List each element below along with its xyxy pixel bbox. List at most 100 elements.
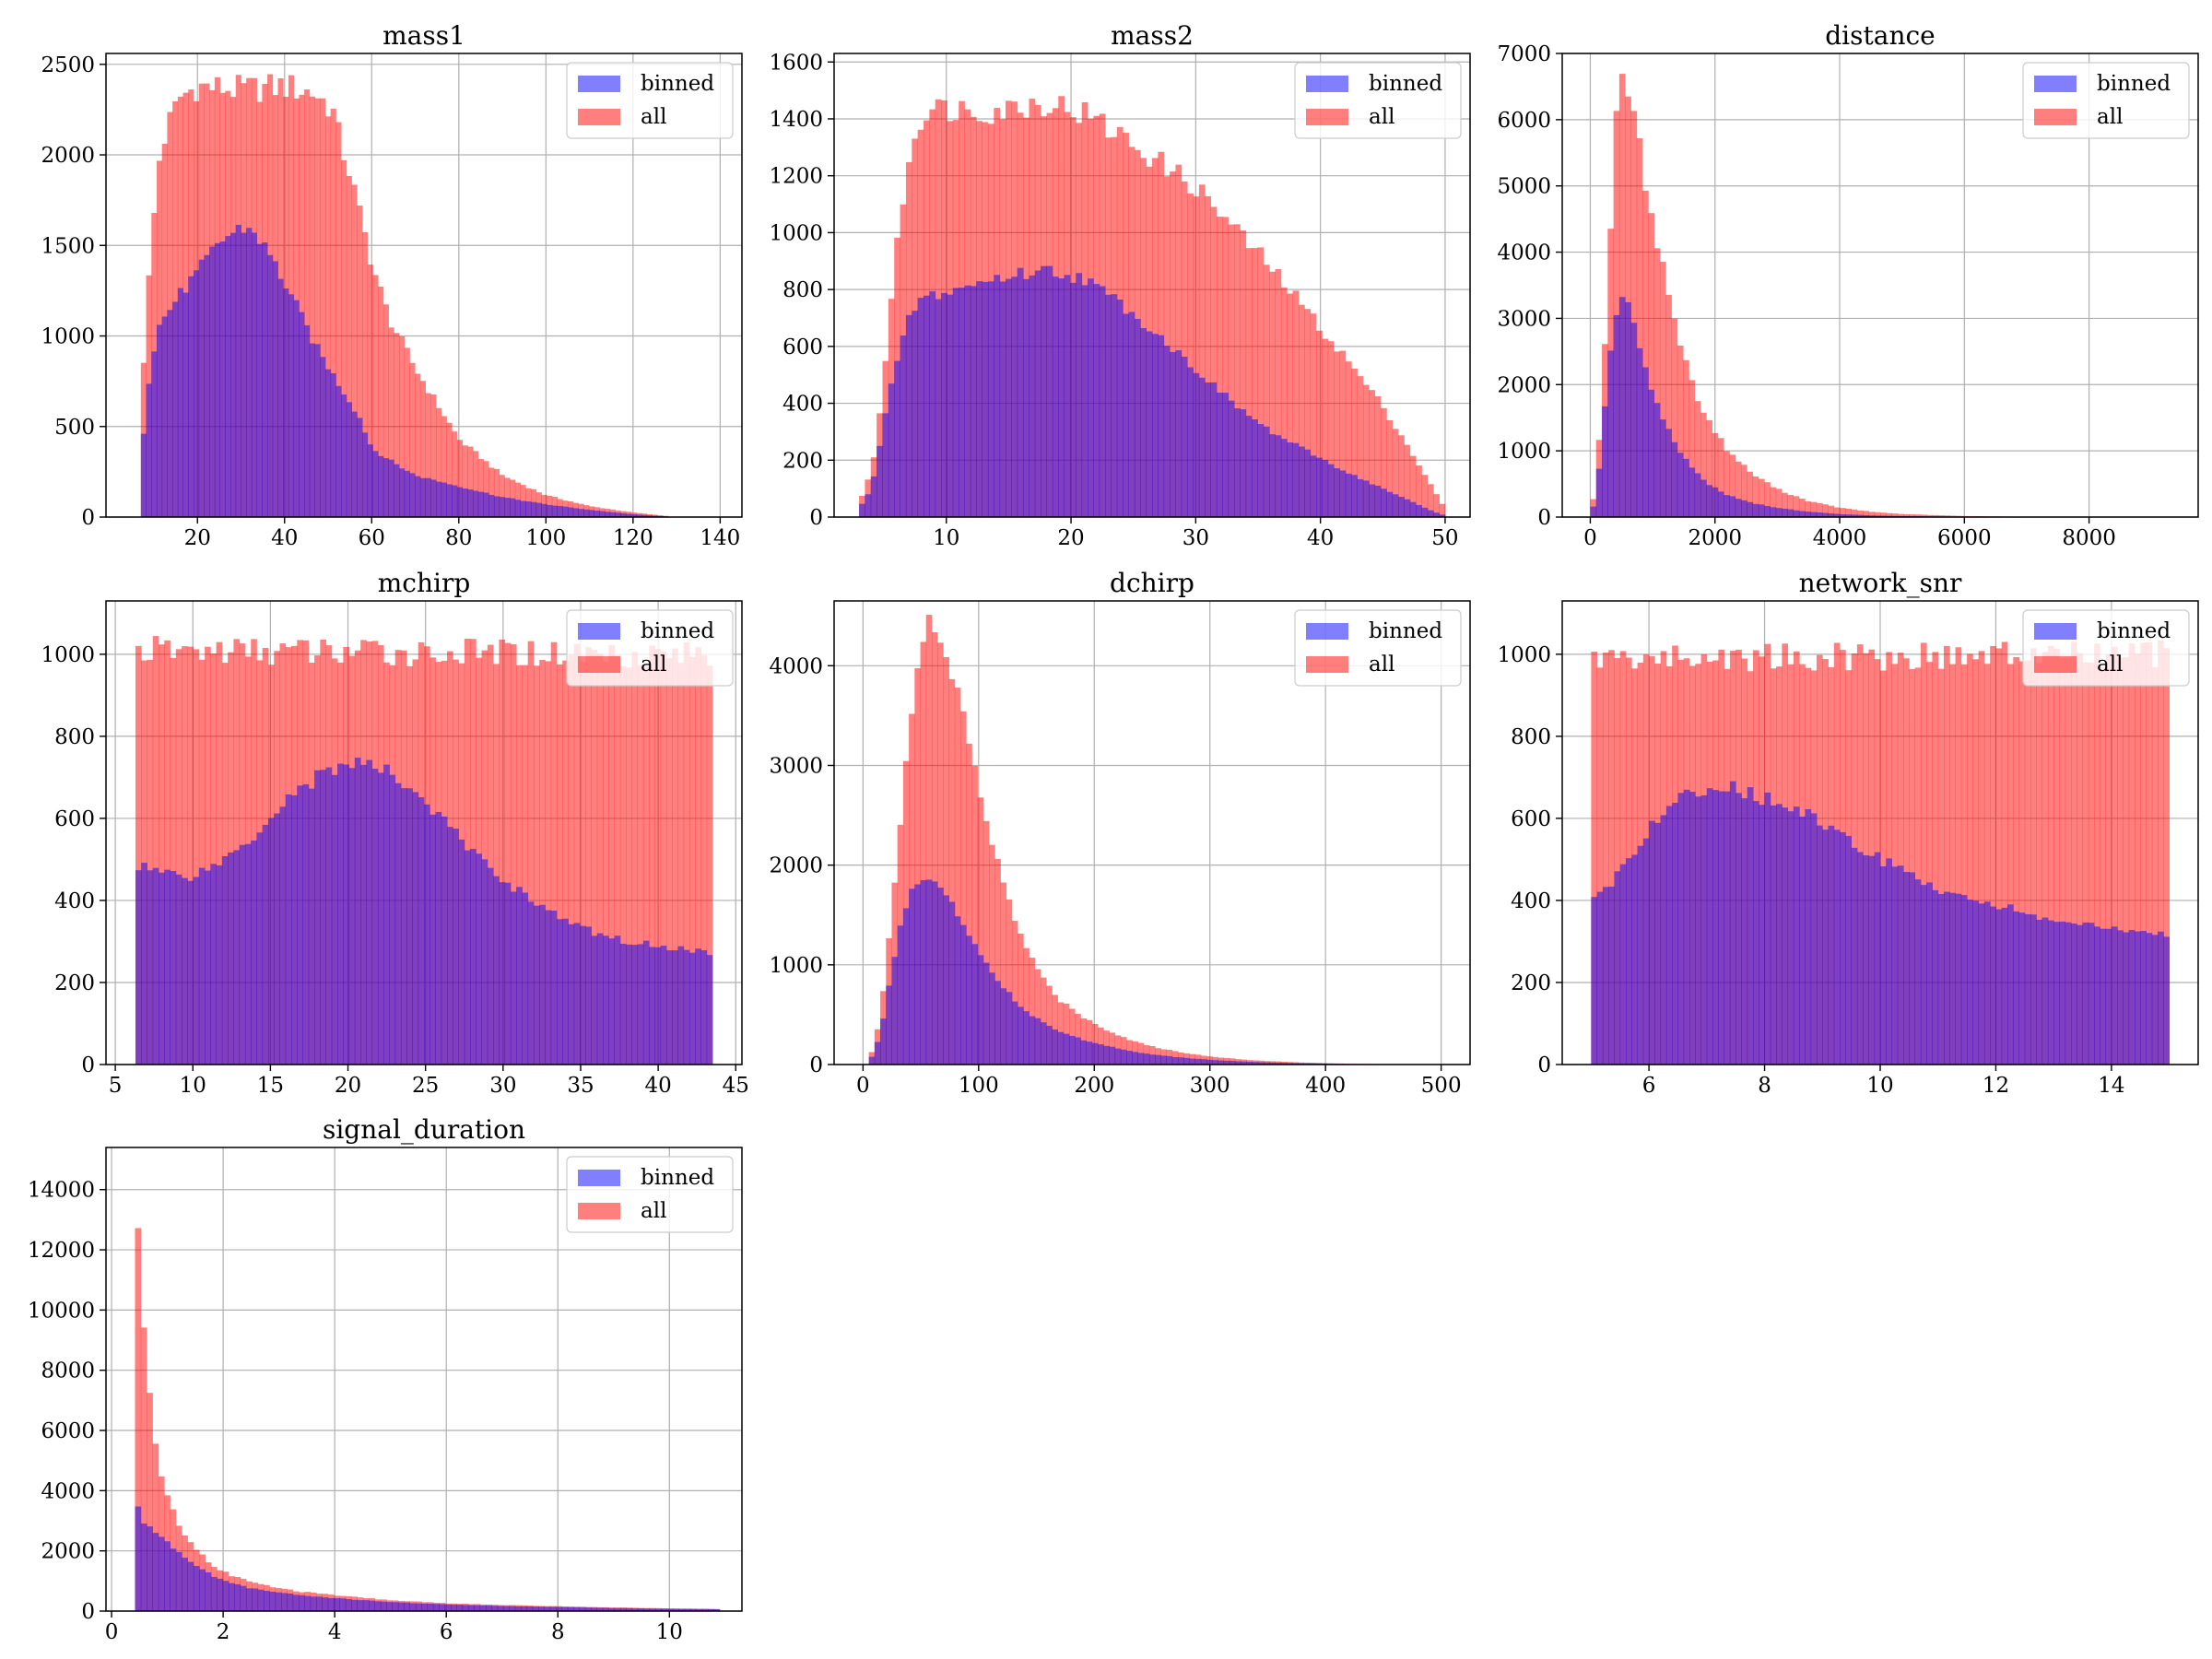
bar-binned <box>1310 455 1317 517</box>
bar-binned <box>1759 805 1765 1065</box>
bar-all <box>2036 663 2043 1065</box>
bar-binned <box>1386 491 1394 517</box>
bar-binned <box>1148 1054 1156 1065</box>
y-tick-label: 200 <box>782 449 823 473</box>
bar-binned <box>1706 788 1713 1065</box>
bar-all <box>2077 653 2083 1065</box>
bar-all <box>2111 646 2118 1065</box>
bar-all <box>1369 390 1376 517</box>
bar-binned <box>1735 499 1742 517</box>
bar-all <box>562 660 569 1065</box>
bar-all <box>1937 515 1945 517</box>
histogram-bars <box>1590 74 2171 517</box>
x-tick-label: 12 <box>1983 1074 2009 1098</box>
bar-binned <box>701 1608 709 1611</box>
bar-binned <box>2007 904 2014 1065</box>
bar-binned <box>182 292 189 517</box>
bar-binned <box>1642 367 1649 517</box>
bar-binned <box>316 1596 323 1611</box>
bar-binned <box>491 1606 499 1611</box>
bar-binned <box>605 512 611 517</box>
bar-binned <box>1833 830 1841 1065</box>
bar-all <box>504 477 511 517</box>
bar-all <box>510 644 517 1065</box>
bar-binned <box>920 880 927 1065</box>
bar-binned <box>1029 275 1036 517</box>
bar-binned <box>1246 1061 1253 1065</box>
bar-binned <box>1775 508 1783 517</box>
bar-binned <box>1187 367 1194 517</box>
bar-all <box>193 649 200 1065</box>
bar-binned <box>982 962 990 1065</box>
bar-binned <box>1206 1059 1213 1065</box>
bar-binned <box>683 949 690 1065</box>
bar-binned <box>514 1606 522 1611</box>
bar-all <box>419 381 427 517</box>
bar-binned <box>2053 922 2060 1065</box>
bar-binned <box>152 867 159 1065</box>
bar-binned <box>432 1604 440 1611</box>
bar-binned <box>418 797 425 1065</box>
bar-all <box>404 347 410 517</box>
bar-binned <box>1322 460 1329 517</box>
bar-binned <box>158 1536 165 1611</box>
bar-all <box>994 858 1001 1065</box>
bar-all <box>706 665 713 1065</box>
bar-binned <box>1023 278 1030 517</box>
bar-binned <box>2105 928 2112 1065</box>
bar-binned <box>982 281 989 517</box>
bar-binned <box>234 1583 241 1611</box>
bar-binned <box>1595 468 1603 517</box>
bar-binned <box>1298 446 1305 517</box>
histogram-bars <box>135 636 713 1065</box>
bar-binned <box>1653 403 1661 517</box>
bar-binned <box>1949 892 1956 1065</box>
bar-binned <box>2088 923 2095 1065</box>
bar-binned <box>436 481 442 517</box>
y-tick-label: 1400 <box>769 108 823 132</box>
bar-binned <box>1729 781 1736 1065</box>
bar-all <box>683 641 690 1065</box>
bar-binned <box>372 451 379 517</box>
bar-binned <box>1235 1061 1241 1065</box>
bar-binned <box>409 473 416 517</box>
bar-all <box>2059 657 2066 1065</box>
bar-binned <box>625 513 632 517</box>
bar-all <box>677 663 685 1065</box>
bar-binned <box>219 241 226 517</box>
bar-all <box>205 646 211 1065</box>
x-tick-label: 8 <box>551 1620 565 1644</box>
bar-all <box>477 458 484 517</box>
bar-binned <box>713 1608 721 1611</box>
bar-binned <box>141 863 147 1065</box>
bar-all <box>1630 111 1638 517</box>
bar-all <box>1040 977 1047 1065</box>
bar-binned <box>1181 357 1188 517</box>
subplot-title: network_snr <box>1799 568 1962 598</box>
bar-binned <box>1132 1052 1138 1065</box>
x-tick-label: 25 <box>412 1074 439 1098</box>
bar-all <box>1046 985 1053 1065</box>
bar-binned <box>1357 478 1364 517</box>
bar-binned <box>1075 1037 1081 1065</box>
bar-binned <box>952 288 959 517</box>
bar-all <box>966 743 972 1065</box>
bar-all <box>135 1228 142 1611</box>
bar-binned <box>357 1600 364 1611</box>
bar-binned <box>1126 1051 1133 1065</box>
bar-all <box>141 660 147 1065</box>
bar-binned <box>214 242 220 517</box>
bar-binned <box>655 1608 662 1611</box>
bar-all <box>1357 376 1364 517</box>
bar-binned <box>1793 806 1800 1065</box>
bar-binned <box>1052 276 1059 517</box>
bar-binned <box>380 1601 387 1611</box>
bar-binned <box>614 1607 621 1611</box>
bar-binned <box>1683 789 1690 1065</box>
bar-all <box>1914 514 1922 517</box>
histogram-bars <box>868 615 1442 1065</box>
bar-binned <box>550 911 558 1065</box>
bar-binned <box>527 901 535 1065</box>
bar-all <box>210 653 218 1065</box>
bar-binned <box>389 774 396 1065</box>
